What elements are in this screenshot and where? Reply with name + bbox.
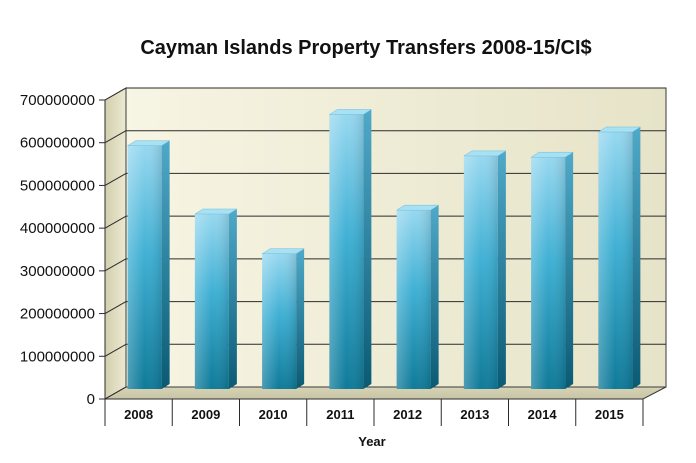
gridline-side (104, 130, 127, 144)
x-tick-label: 2008 (124, 407, 153, 422)
x-tick-label: 2014 (528, 407, 558, 422)
x-axis-label: Year (358, 434, 385, 449)
y-tick-label: 600000000 (20, 135, 95, 152)
bar-side (296, 248, 305, 389)
bar-shine (531, 157, 566, 389)
bar (126, 140, 171, 389)
bar-shine (127, 145, 162, 389)
bar-top (530, 151, 574, 158)
gridline-side (104, 343, 127, 357)
bar (463, 150, 507, 389)
y-tick-label: 300000000 (20, 263, 95, 280)
x-axis: 2008 2009 2010 2011 2012 2013 2014 2015 (104, 398, 644, 426)
bar-shine (598, 131, 633, 389)
bars (126, 109, 642, 390)
bar-top (395, 204, 440, 211)
bar-top (126, 140, 171, 146)
bar-shine (194, 214, 229, 389)
y-tick-label: 500000000 (20, 177, 95, 194)
y-tick-label: 100000000 (20, 348, 95, 365)
gridline-side (104, 172, 127, 186)
bar (395, 204, 440, 389)
bar-top (597, 126, 642, 133)
gridline-side (104, 87, 127, 101)
gridline-side (104, 258, 127, 272)
y-tick-label: 400000000 (20, 220, 95, 237)
bar (261, 248, 305, 389)
bar-side (161, 140, 170, 389)
bar-top (261, 248, 305, 254)
bar-side (363, 109, 372, 390)
bar-side (497, 150, 506, 389)
y-tick-label: 0 (87, 391, 95, 408)
bar-shine (329, 114, 364, 390)
gridline-side (104, 386, 127, 400)
bar-side (565, 152, 574, 389)
bar-top (328, 109, 373, 115)
bar (194, 208, 238, 389)
y-tick-label: 200000000 (20, 306, 95, 323)
x-tick-label: 2010 (259, 407, 288, 422)
bar-top (194, 208, 238, 215)
bar (597, 126, 642, 389)
x-tick-label: 2012 (393, 407, 422, 422)
bar (530, 151, 574, 389)
bar-shine (262, 253, 297, 389)
bar-top (463, 150, 507, 157)
x-tick-label: 2011 (326, 407, 354, 422)
x-tick-label: 2015 (595, 407, 624, 422)
x-tick-label: 2009 (191, 407, 220, 422)
bar-side (632, 126, 641, 389)
y-tick-label: 700000000 (20, 92, 95, 109)
bar-shine (396, 210, 431, 389)
bar-side (228, 209, 237, 389)
gridline-side (104, 301, 127, 315)
y-axis-ticks: 0 100000000 200000000 300000000 400000000 500… (20, 92, 106, 408)
gridline-side (104, 215, 127, 229)
side-wall (104, 87, 127, 400)
plot-background (103, 87, 667, 400)
bar-side (430, 205, 439, 389)
chart-title: Cayman Islands Property Transfers 2008-1… (140, 37, 591, 59)
floor (103, 386, 667, 400)
x-tick-label: 2013 (460, 407, 489, 422)
bar-shine (463, 155, 498, 389)
bar (328, 109, 373, 390)
